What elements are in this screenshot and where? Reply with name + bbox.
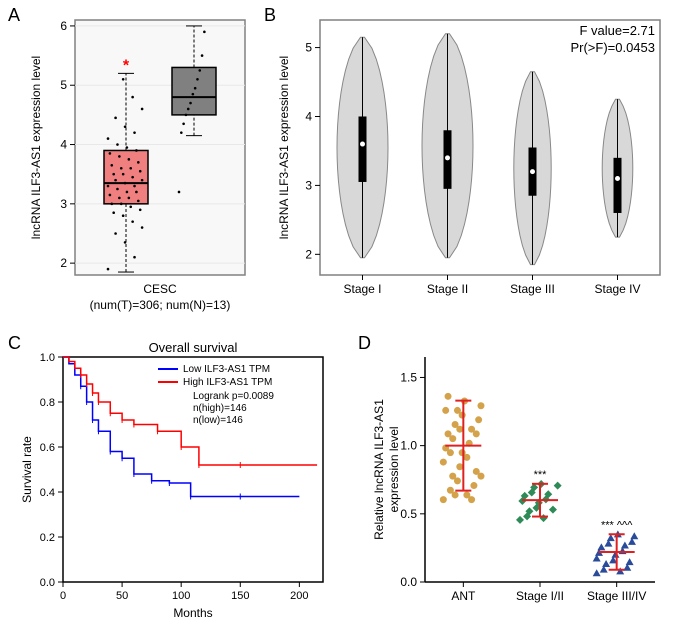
panel-d-scatter: 0.0 0.5 1.0 1.5 Relative lncRNA ILF3-AS1expr… (365, 337, 670, 637)
svg-text:(num(T)=306; num(N)=13): (num(T)=306; num(N)=13) (90, 298, 231, 312)
svg-text:n(low)=146: n(low)=146 (193, 415, 243, 426)
panel-a-boxplot: 2 3 4 5 6 lncRNA ILF3-AS1 expression level * CE… (20, 10, 255, 330)
svg-text:Stage I/II: Stage I/II (516, 589, 564, 603)
svg-text:6: 6 (60, 19, 67, 33)
svg-text:Stage III: Stage III (510, 282, 555, 296)
svg-text:150: 150 (231, 590, 249, 602)
svg-text:Overall survival: Overall survival (149, 340, 238, 355)
svg-text:Pr(>F)=0.0453: Pr(>F)=0.0453 (570, 40, 655, 55)
svg-text:2: 2 (60, 256, 67, 270)
svg-text:Relative lncRNA ILF3-AS1: Relative lncRNA ILF3-AS1 (372, 399, 386, 540)
svg-text:expression level: expression level (387, 426, 401, 512)
svg-text:lncRNA ILF3-AS1 expression lev: lncRNA ILF3-AS1 expression level (277, 56, 291, 239)
svg-text:ANT: ANT (451, 589, 476, 603)
panel-c-survival: Overall survival 0.0 0.2 0.4 0.6 0.8 1.0 0 50 100… (15, 337, 345, 637)
svg-text:200: 200 (290, 590, 308, 602)
svg-text:0: 0 (60, 590, 66, 602)
svg-text:F value=2.71: F value=2.71 (579, 23, 655, 38)
svg-text:Logrank p=0.0089: Logrank p=0.0089 (193, 391, 274, 402)
svg-text:4: 4 (60, 138, 67, 152)
svg-text:Stage II: Stage II (427, 282, 468, 296)
svg-text:lncRNA ILF3-AS1 expression lev: lncRNA ILF3-AS1 expression level (29, 56, 43, 239)
svg-text:Months: Months (173, 606, 212, 620)
svg-text:3: 3 (60, 197, 67, 211)
svg-text:0.6: 0.6 (40, 442, 55, 454)
svg-text:Survival rate: Survival rate (20, 436, 34, 503)
svg-text:*** ^^^: *** ^^^ (601, 519, 633, 531)
svg-text:5: 5 (305, 41, 312, 55)
svg-text:High ILF3-AS1 TPM: High ILF3-AS1 TPM (183, 377, 272, 388)
svg-text:0.0: 0.0 (400, 575, 417, 589)
panel-a-label: A (8, 5, 20, 26)
svg-text:3: 3 (305, 178, 312, 192)
svg-text:Stage I: Stage I (343, 282, 381, 296)
svg-text:CESC: CESC (143, 282, 177, 296)
svg-text:1.0: 1.0 (40, 352, 55, 364)
svg-text:1.0: 1.0 (400, 439, 417, 453)
svg-text:n(high)=146: n(high)=146 (193, 403, 247, 414)
svg-text:0.0: 0.0 (40, 577, 55, 589)
svg-text:0.8: 0.8 (40, 397, 55, 409)
panel-b-violin: 2 3 4 5 lncRNA ILF3-AS1 expression level F va… (270, 10, 670, 330)
svg-text:0.2: 0.2 (40, 532, 55, 544)
svg-text:100: 100 (172, 590, 190, 602)
svg-text:1.5: 1.5 (400, 370, 417, 384)
svg-text:*: * (123, 57, 130, 74)
svg-text:4: 4 (305, 109, 312, 123)
svg-text:50: 50 (116, 590, 128, 602)
svg-text:Stage III/IV: Stage III/IV (587, 589, 646, 603)
svg-text:Stage IV: Stage IV (594, 282, 640, 296)
svg-text:***: *** (534, 469, 548, 481)
svg-text:0.4: 0.4 (40, 487, 55, 499)
svg-text:Low ILF3-AS1 TPM: Low ILF3-AS1 TPM (183, 364, 270, 375)
svg-text:5: 5 (60, 78, 67, 92)
svg-text:2: 2 (305, 247, 312, 261)
svg-text:0.5: 0.5 (400, 507, 417, 521)
